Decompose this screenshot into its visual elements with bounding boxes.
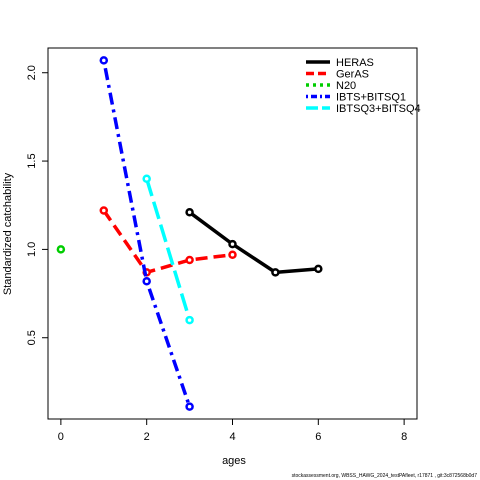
series-heras	[185, 208, 323, 277]
series-line	[102, 209, 233, 275]
legend-item: IBTS+BITSQ1	[306, 92, 406, 104]
y-axis: 0.5 1.0 1.5 2.0	[26, 65, 48, 345]
series-line	[102, 60, 192, 408]
x-tick-label: 0	[58, 431, 64, 443]
legend-item: HERAS	[306, 57, 374, 69]
series-layer	[56, 56, 323, 411]
legend-label: GerAS	[336, 69, 369, 81]
data-point	[142, 276, 151, 286]
data-point	[185, 255, 194, 265]
data-point	[228, 239, 237, 249]
data-point	[99, 56, 109, 65]
x-axis: 0 2 4 6 8	[58, 419, 407, 443]
data-point	[228, 250, 237, 259]
series-n20	[56, 245, 66, 254]
data-point	[185, 315, 194, 325]
legend-item: IBTSQ3+BITSQ4	[306, 103, 421, 115]
data-point	[314, 264, 323, 274]
legend-label: IBTS+BITSQ1	[336, 92, 406, 104]
data-point	[185, 208, 194, 217]
x-axis-label: ages	[222, 455, 246, 467]
x-tick-label: 6	[315, 431, 321, 443]
x-tick-label: 4	[229, 431, 235, 443]
series-line	[188, 210, 319, 275]
y-tick-label: 1.5	[26, 153, 38, 168]
data-point	[56, 245, 66, 254]
y-axis-label: Standardized catchability	[2, 172, 14, 295]
x-tick-label: 8	[401, 431, 407, 443]
legend-label: N20	[336, 80, 356, 92]
y-tick-label: 0.5	[26, 330, 38, 345]
data-point	[142, 174, 151, 183]
y-tick-label: 1.0	[26, 242, 38, 257]
y-tick-label: 2.0	[26, 65, 38, 80]
data-point	[185, 402, 194, 411]
legend-item: GerAS	[306, 69, 369, 81]
data-point	[99, 206, 109, 215]
footer-note: stockassessment.org, WBSS_HAWG_2024_test…	[292, 473, 478, 479]
series-line	[145, 178, 192, 321]
legend-label: HERAS	[336, 57, 374, 69]
data-point	[271, 268, 280, 277]
series-ibts-bitsq1	[99, 56, 194, 411]
legend-item: N20	[306, 80, 356, 92]
x-tick-label: 2	[144, 431, 150, 443]
series-ibtsq3-bitsq4	[142, 174, 194, 325]
legend-label: IBTSQ3+BITSQ4	[336, 103, 421, 115]
